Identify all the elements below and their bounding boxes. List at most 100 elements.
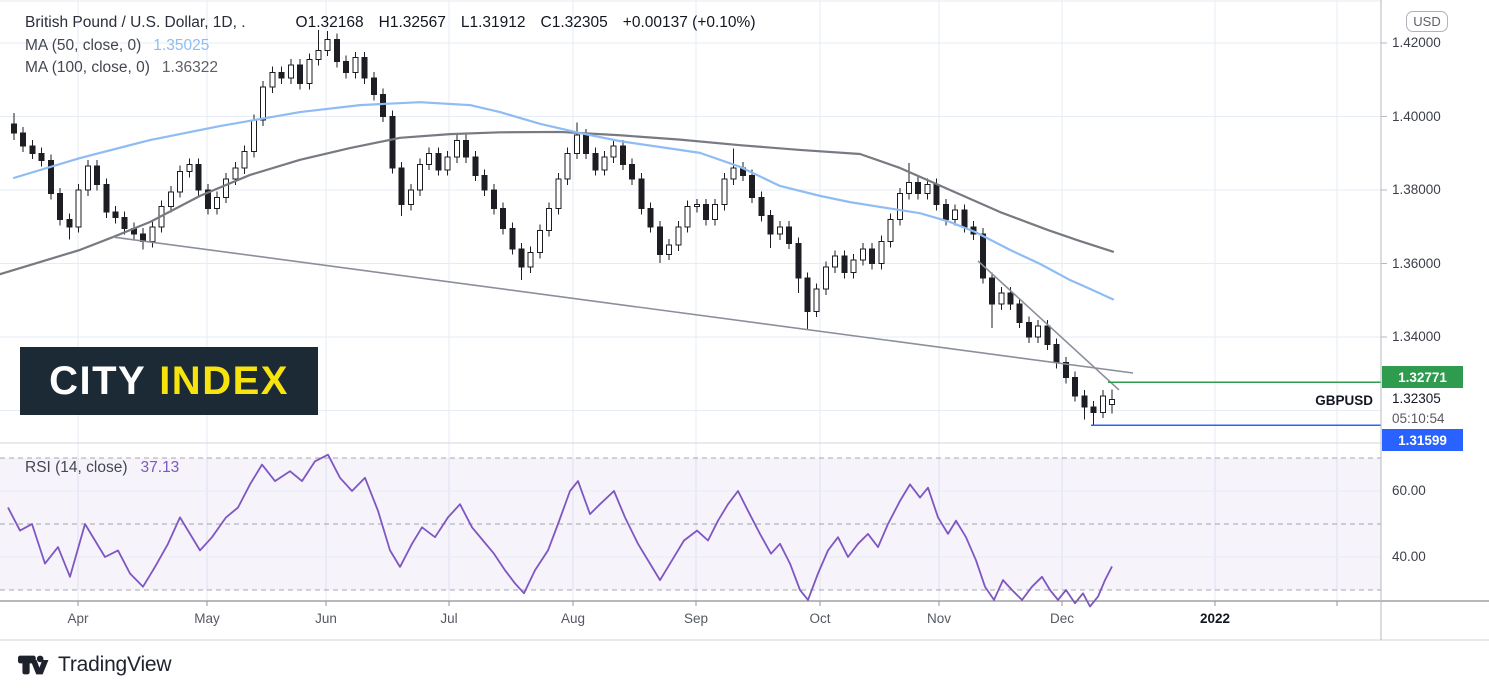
currency-toggle-button[interactable]: USD: [1406, 11, 1448, 32]
time-axis-label-dec: Dec: [1049, 611, 1075, 626]
price-axis-label: 1.42000: [1392, 35, 1441, 50]
price-line-symbol-label: GBPUSD: [1315, 393, 1373, 408]
candle-body: [509, 228, 516, 250]
rsi-value: 37.13: [140, 459, 180, 476]
candle-body: [1090, 406, 1097, 413]
candle-body: [758, 196, 765, 217]
candle-body: [647, 207, 654, 228]
time-axis[interactable]: Apr May Jun Jul Aug Sep Oct Nov Dec 2022: [0, 601, 1489, 640]
candle-body: [38, 152, 45, 162]
change-value: +0.00137 (+0.10%): [622, 14, 756, 31]
high-value: H1.32567: [378, 14, 446, 31]
candle-body: [887, 218, 894, 242]
candle-body: [380, 93, 387, 117]
candle-body: [813, 288, 820, 312]
candle-body: [546, 207, 553, 231]
candle-body: [933, 183, 940, 206]
time-axis-label-sep: Sep: [683, 611, 709, 626]
candle-body: [795, 242, 802, 279]
candle-body: [223, 178, 230, 198]
candle-body: [167, 191, 174, 208]
ma100-line: [0, 130, 1115, 276]
ohlc-values: O1.32168 H1.32567 L1.31912 C1.32305 +0.0…: [296, 14, 756, 32]
ma100-label: MA (100, close, 0): [25, 59, 150, 76]
candle-body: [859, 248, 866, 261]
candle-body: [942, 204, 949, 220]
candle-body: [57, 193, 64, 220]
candle-body: [703, 204, 710, 220]
rsi-line: [7, 453, 1113, 608]
price-axis-label: 1.36000: [1392, 255, 1441, 271]
candle-body: [804, 277, 811, 312]
candle-body: [536, 229, 543, 253]
close-value: C1.32305: [540, 14, 608, 31]
candle-body: [1072, 376, 1079, 397]
candle-body: [361, 57, 368, 79]
candle-body: [1099, 395, 1106, 413]
candle-body: [426, 152, 433, 165]
candle-body: [583, 134, 590, 154]
candle-body: [287, 64, 294, 79]
time-axis-label-jun: Jun: [315, 611, 337, 626]
ma50-legend: MA (50, close, 0) 1.35025: [25, 37, 209, 55]
time-axis-label-apr: Apr: [67, 611, 89, 626]
candle-body: [924, 183, 931, 195]
candle-body: [204, 189, 211, 209]
candle-body: [213, 196, 220, 209]
rsi-band: [0, 458, 1381, 590]
candle-body: [416, 163, 423, 191]
candle-body: [352, 57, 359, 73]
candle-body: [250, 119, 257, 152]
candle-body: [260, 86, 267, 121]
candle-body: [527, 251, 534, 268]
candle-body: [693, 204, 700, 208]
candle-body: [767, 215, 774, 235]
price-axis[interactable]: USD 1.42000 1.40000 1.38000 1.36000 1.34000 …: [1382, 0, 1489, 640]
symbol-title: British Pound / U.S. Dollar, 1D, .: [25, 14, 246, 31]
candle-body: [232, 167, 239, 180]
time-axis-label-jul: Jul: [440, 611, 458, 626]
time-axis-label-oct: Oct: [809, 611, 831, 626]
candle-body: [75, 189, 82, 228]
price-axis-label: 1.40000: [1392, 108, 1441, 124]
candle-body: [1062, 362, 1069, 378]
candle-body: [841, 255, 848, 274]
trendline: [112, 236, 1134, 374]
candle-body: [730, 167, 737, 180]
candle-body: [989, 277, 996, 305]
candle-body: [453, 139, 460, 158]
candle-body: [721, 178, 728, 206]
candle-body: [435, 152, 442, 171]
rsi-label: RSI (14, close): [25, 459, 128, 476]
candle-body: [638, 178, 645, 209]
tradingview-brand-text: TradingView: [58, 653, 172, 676]
candle-body: [675, 226, 682, 246]
candle-body: [11, 123, 17, 134]
candle-body: [481, 174, 488, 191]
open-value: O1.32168: [295, 14, 364, 31]
candle-body: [1109, 398, 1115, 405]
support-price-badge-blue: 1.31599: [1382, 429, 1463, 451]
candle-body: [952, 209, 959, 220]
candle-body: [896, 193, 903, 220]
ma50-label: MA (50, close, 0): [25, 37, 142, 54]
candle-body: [343, 60, 350, 73]
rsi-axis-label: 60.00: [1392, 483, 1426, 498]
candle-body: [278, 71, 285, 79]
candle-body: [94, 165, 101, 185]
candle-body: [610, 145, 617, 158]
candle-body: [472, 156, 479, 176]
candle-body: [47, 160, 54, 195]
candle-body: [407, 189, 414, 206]
candle-body: [177, 171, 184, 193]
candle-body: [306, 59, 313, 84]
time-axis-label-2022: 2022: [1199, 611, 1231, 626]
candle-body: [656, 226, 663, 255]
candle-body: [186, 163, 193, 173]
tradingview-attribution[interactable]: TradingView: [18, 651, 172, 679]
price-axis-label: 1.34000: [1392, 329, 1441, 344]
city-index-logo: CITY INDEX: [20, 347, 318, 415]
alert-price-badge-green: 1.32771: [1382, 366, 1463, 388]
candle-body: [444, 156, 451, 171]
